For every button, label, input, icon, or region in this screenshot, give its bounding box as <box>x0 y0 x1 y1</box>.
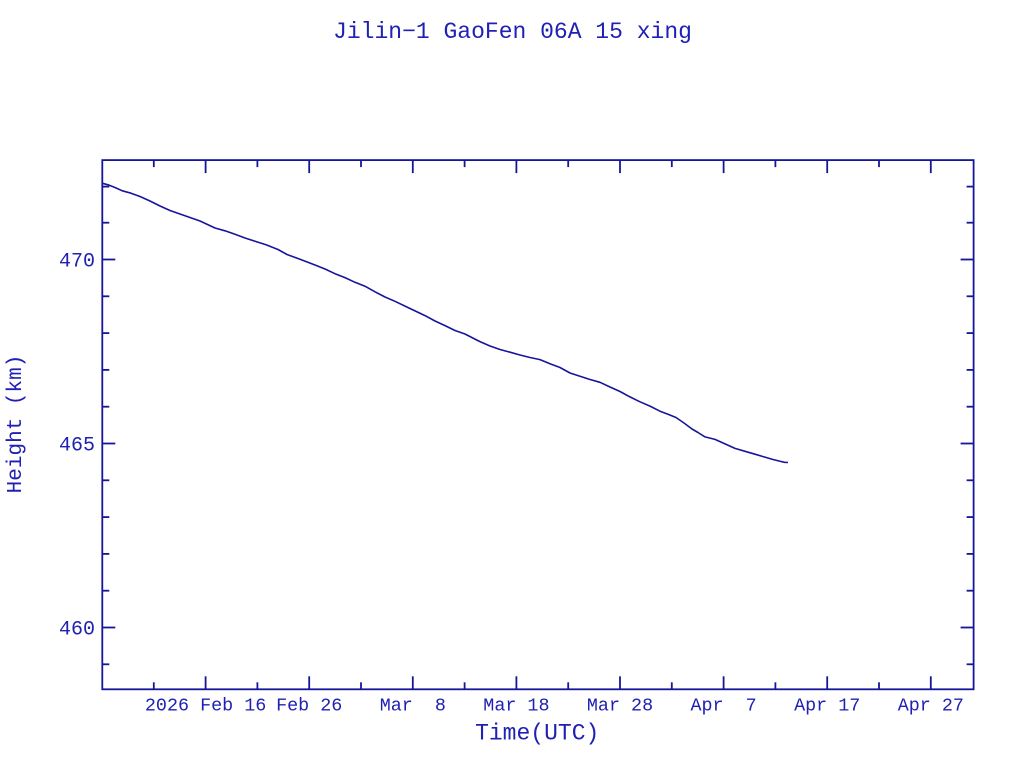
svg-text:Apr 7: Apr 7 <box>690 696 756 717</box>
svg-text:Apr 17: Apr 17 <box>794 696 860 717</box>
svg-text:Mar 8: Mar 8 <box>380 696 446 717</box>
svg-text:470: 470 <box>59 251 95 274</box>
svg-text:Height (km): Height (km) <box>5 355 28 494</box>
svg-text:Mar 18: Mar 18 <box>483 696 549 717</box>
svg-text:2026 Feb 16: 2026 Feb 16 <box>145 696 266 717</box>
svg-text:Apr 27: Apr 27 <box>898 696 964 717</box>
svg-text:Jilin−1 GaoFen 06A 15 xing: Jilin−1 GaoFen 06A 15 xing <box>333 19 692 45</box>
svg-text:Mar 28: Mar 28 <box>587 696 653 717</box>
svg-text:465: 465 <box>59 435 95 458</box>
svg-text:460: 460 <box>59 619 95 642</box>
svg-text:Feb 26: Feb 26 <box>276 696 342 717</box>
svg-text:Time(UTC): Time(UTC) <box>475 720 599 746</box>
